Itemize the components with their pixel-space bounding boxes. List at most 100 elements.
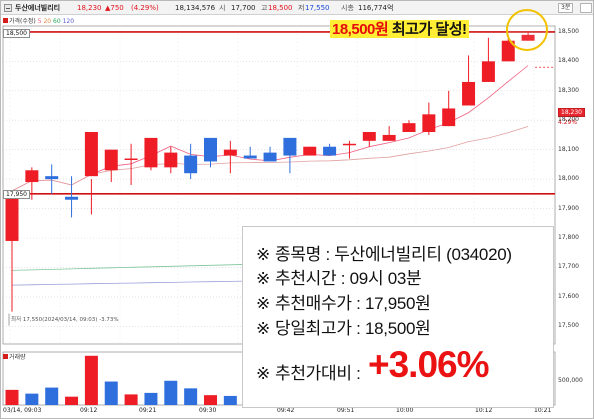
low-label: 저: [298, 4, 305, 12]
open-label: 시: [219, 4, 226, 12]
change-amount: ▲750: [105, 4, 124, 12]
low-value: 17,550: [305, 4, 330, 12]
volume-bar: [184, 388, 198, 405]
y-tick-label: 18,200: [558, 116, 579, 124]
volume-bar: [204, 395, 217, 405]
y-tick-label: 17,900: [558, 204, 579, 212]
info-row-stock: ※ 종목명 : 두산에너빌리티 (034020): [256, 240, 512, 265]
callout-text: 최고가 달성!: [388, 21, 467, 38]
legend-square-icon: [3, 18, 8, 23]
candle-body: [104, 149, 118, 171]
volume-bar: [45, 387, 59, 405]
x-tick-label: 09:42: [277, 407, 295, 414]
quote-header: 두산에너빌리티 18,230 ▲750 (4.29%) 18,134,576 시…: [1, 1, 593, 15]
legend-square-icon: [3, 354, 8, 359]
y-tick-label: 17,800: [558, 234, 579, 241]
y-tick-label: 17,600: [558, 292, 579, 300]
buy-price-tag: 17,950: [3, 190, 30, 199]
volume-bar: [65, 396, 79, 405]
volume-bar: [124, 394, 138, 405]
y-tick-label: 17,700: [558, 263, 579, 271]
volume-bar: [104, 381, 118, 405]
candle-body: [263, 152, 277, 162]
reference-mark-icon: ※: [256, 319, 270, 338]
candle-body: [442, 108, 456, 127]
candle-body: [5, 190, 19, 241]
recommendation-box: ※ 종목명 : 두산에너빌리티 (034020) ※ 추천시간 : 09시 03분 …: [242, 226, 554, 408]
min-price-label: 최저 17,550(2024/03/14, 09:03) -3.73%: [11, 317, 119, 323]
x-tick-label: 09:21: [139, 407, 157, 414]
candle-body: [501, 40, 515, 62]
info-stock-name: 종목명 : 두산에너빌리티 (034020): [275, 245, 512, 264]
volume-legend: 거래량: [3, 352, 26, 361]
reference-mark-icon: ※: [256, 294, 270, 313]
y-tick-label: 18,400: [558, 57, 579, 65]
x-tick-label: 10:12: [475, 407, 493, 414]
candle-body: [462, 81, 476, 106]
high-label: 고: [261, 4, 268, 12]
reference-mark-icon: ※: [256, 269, 270, 288]
info-row-time: ※ 추천시간 : 09시 03분: [256, 264, 422, 289]
volume-axis-label: 500,000: [558, 377, 583, 384]
volume-value: 18,134,576: [175, 4, 216, 12]
current-price-tag: 18,230: [558, 108, 585, 117]
volume-bar: [84, 355, 98, 405]
candle-body: [243, 155, 257, 159]
candle-body: [283, 137, 297, 156]
y-tick-label: 18,500: [558, 27, 579, 35]
ma20-line: [11, 126, 529, 192]
candle-body: [184, 155, 198, 174]
info-gain-label: 추천가대비 :: [275, 364, 361, 383]
stock-name[interactable]: 두산에너빌리티: [15, 4, 61, 12]
candle-body: [402, 123, 416, 132]
change-percent: (4.29%): [131, 4, 159, 12]
info-row-buy: ※ 추천매수가 : 17,950원: [256, 289, 431, 314]
candle-body: [223, 149, 237, 156]
x-tick-label: 03/14, 09:03: [3, 407, 42, 414]
info-rec-time: 추천시간 : 09시 03분: [275, 269, 422, 288]
info-row-gain: ※ 추천가대비 :: [256, 359, 361, 384]
x-tick-label: 09:51: [337, 407, 355, 414]
candle-body: [303, 146, 317, 156]
volume-bar: [223, 395, 237, 405]
menu-icon[interactable]: [580, 3, 592, 13]
candle-body: [124, 158, 138, 160]
volume-bar: [144, 392, 158, 405]
high-price-circle: [506, 9, 548, 51]
candle-body: [45, 176, 59, 180]
candle-body: [342, 143, 356, 146]
candle-body: [422, 114, 436, 132]
info-buy-price: 추천매수가 : 17,950원: [275, 294, 431, 313]
legend-ma5: 5: [37, 18, 42, 25]
volume-legend-label: 거래량: [9, 354, 26, 361]
y-tick-label: 18,300: [558, 86, 579, 94]
legend-ma60: 60: [53, 18, 61, 25]
legend-ma120: 120: [62, 18, 75, 25]
period-button[interactable]: 3분: [558, 3, 574, 13]
legend-title: 가격(수정): [9, 18, 36, 25]
volume-bar: [164, 380, 178, 405]
candle-body: [164, 152, 178, 168]
info-row-high: ※ 당일최고가 : 18,500원: [256, 314, 431, 339]
legend-ma20: 20: [43, 18, 52, 25]
candle-body: [481, 61, 495, 82]
y-tick-label: 17,500: [558, 322, 579, 330]
candle-body: [25, 170, 39, 183]
x-tick-label: 09:30: [199, 407, 217, 414]
volume-bar: [25, 393, 39, 405]
x-tick-label: 10:21: [534, 407, 552, 414]
current-pct-tag: 4.29%: [558, 119, 578, 126]
x-tick-label: 10:00: [396, 407, 414, 414]
settings-icon[interactable]: [4, 4, 12, 12]
candle-body: [84, 132, 98, 177]
candle-body: [362, 132, 376, 141]
price-legend: 가격(수정) 5 20 60 120: [3, 16, 74, 25]
y-tick-label: 18,000: [558, 175, 579, 183]
reference-mark-icon: ※: [256, 245, 270, 264]
top-price-tag: 18,500: [3, 29, 30, 38]
reference-mark-icon: ※: [256, 364, 270, 383]
candle-body: [323, 146, 337, 156]
amount-value: 116,774억: [358, 4, 394, 12]
info-high-price: 당일최고가 : 18,500원: [275, 319, 431, 338]
